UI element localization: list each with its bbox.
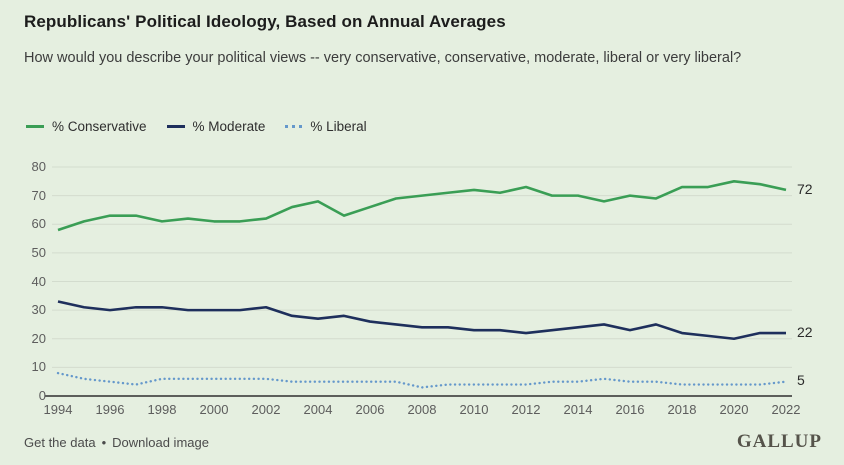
get-the-data-link[interactable]: Get the data [24, 435, 96, 450]
y-tick-label-50: 50 [31, 244, 46, 260]
end-value-liberal: 5 [797, 372, 805, 388]
x-tick-label-1996: 1996 [95, 402, 125, 417]
x-tick-label-2004: 2004 [303, 402, 333, 417]
footer-links: Get the data • Download image [24, 435, 209, 450]
x-tick-label-2006: 2006 [355, 402, 385, 417]
footer-separator: • [101, 435, 107, 450]
y-tick-label-0: 0 [38, 388, 46, 403]
legend-item-conservative[interactable]: % Conservative [26, 119, 147, 134]
survey-question-subtitle: How would you describe your political vi… [24, 50, 742, 66]
series-line-conservative [57, 180, 787, 232]
gallup-logo: GALLUP [736, 431, 822, 452]
x-tick-label-2014: 2014 [563, 402, 593, 417]
legend-item-moderate[interactable]: % Moderate [166, 119, 266, 134]
series-line-liberal [56, 371, 788, 389]
x-tick-label-2010: 2010 [459, 402, 489, 417]
legend-label-conservative: % Conservative [52, 119, 147, 134]
y-tick-label-10: 10 [31, 359, 46, 375]
legend-item-liberal[interactable]: % Liberal [285, 119, 367, 134]
conservative-line-swatch-icon [26, 125, 44, 128]
y-tick-label-20: 20 [31, 330, 46, 346]
legend-label-liberal: % Liberal [310, 119, 367, 134]
y-tick-label-80: 80 [31, 159, 46, 174]
x-tick-label-1994: 1994 [43, 402, 73, 417]
x-tick-label-2016: 2016 [615, 402, 645, 417]
x-tick-label-2018: 2018 [667, 402, 697, 417]
end-value-moderate: 22 [797, 324, 813, 340]
legend: % Conservative % Moderate % Liberal [26, 119, 367, 134]
moderate-line-swatch-icon [166, 125, 185, 128]
x-tick-label-2000: 2000 [199, 402, 229, 417]
x-tick-label-2020: 2020 [719, 402, 749, 417]
y-tick-label-40: 40 [31, 273, 46, 289]
series-line-moderate [57, 300, 786, 341]
legend-label-moderate: % Moderate [192, 119, 266, 134]
download-image-link[interactable]: Download image [112, 435, 209, 450]
x-tick-label-2002: 2002 [251, 402, 281, 417]
x-tick-label-2012: 2012 [511, 402, 541, 417]
page-title: Republicans' Political Ideology, Based o… [24, 12, 506, 31]
x-tick-label-2022: 2022 [771, 402, 801, 417]
end-value-conservative: 72 [797, 181, 813, 197]
x-tick-label-2008: 2008 [407, 402, 437, 417]
y-tick-label-60: 60 [31, 216, 46, 232]
liberal-line-swatch-icon [285, 125, 303, 128]
y-tick-label-30: 30 [31, 302, 46, 318]
x-tick-label-1998: 1998 [147, 402, 177, 417]
y-tick-label-70: 70 [31, 187, 46, 203]
